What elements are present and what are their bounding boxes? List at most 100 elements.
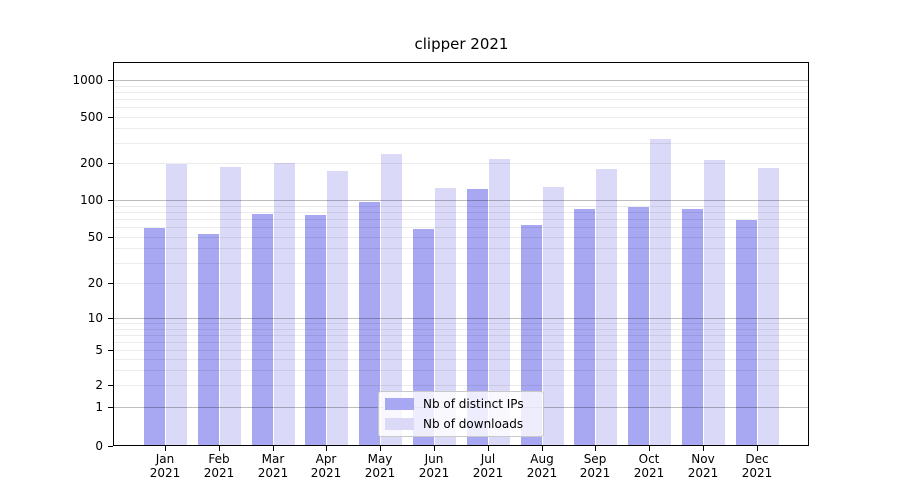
y-gridline-minor	[114, 323, 809, 324]
y-gridline-minor	[114, 86, 809, 87]
bar-downloads	[488, 159, 510, 446]
y-gridline-minor	[114, 219, 809, 220]
x-tick-year: 2021	[418, 466, 450, 480]
x-tick	[595, 446, 596, 451]
bar-distinct-ips	[574, 209, 596, 446]
bar-downloads	[166, 164, 187, 446]
x-tick-month: Sep	[583, 452, 607, 466]
x-tick	[703, 446, 704, 451]
x-tick	[649, 446, 650, 451]
y-tick-label: 200	[80, 156, 103, 170]
y-tick-label: 1000	[72, 73, 103, 87]
bar-downloads	[703, 159, 725, 446]
legend-item-downloads: Nb of downloads	[385, 416, 537, 433]
y-gridline-minor	[114, 117, 809, 118]
y-gridline-major	[114, 200, 809, 201]
x-tick-year: 2021	[364, 466, 396, 480]
x-tick-month: Apr	[315, 452, 337, 466]
bar-downloads	[542, 186, 564, 446]
y-gridline-minor	[114, 227, 809, 228]
bar-distinct-ips	[681, 209, 703, 446]
bar-distinct-ips	[735, 219, 757, 446]
y-tick-label: 2	[95, 378, 103, 392]
y-gridline-minor	[114, 143, 809, 144]
x-tick-year: 2021	[310, 466, 342, 480]
x-tick-year: 2021	[203, 466, 235, 480]
x-tick-month: Aug	[530, 452, 554, 466]
y-gridline-minor	[114, 342, 809, 343]
bar-downloads	[434, 188, 456, 446]
x-tick-month: Jun	[424, 452, 444, 466]
x-tick-year: 2021	[472, 466, 504, 480]
bar-distinct-ips	[628, 207, 650, 446]
y-gridline-minor	[114, 107, 809, 108]
y-tick	[108, 318, 113, 319]
y-tick-label: 20	[87, 276, 103, 290]
x-tick-month: Nov	[691, 452, 715, 466]
bar-distinct-ips	[305, 214, 327, 446]
legend-swatch-downloads	[385, 418, 414, 430]
bar-downloads	[381, 153, 403, 446]
bar-distinct-ips	[359, 202, 381, 446]
x-tick	[326, 446, 327, 451]
legend-swatch-distinct-ips	[385, 398, 414, 410]
y-tick	[108, 80, 113, 81]
y-tick	[108, 407, 113, 408]
y-tick	[108, 350, 113, 351]
x-tick-month: Jan	[155, 452, 175, 466]
legend-label-downloads: Nb of downloads	[423, 417, 524, 431]
x-tick	[488, 446, 489, 451]
y-tick-label: 10	[87, 311, 103, 325]
x-tick-month: May	[367, 452, 393, 466]
y-gridline-minor	[114, 237, 809, 238]
x-tick	[757, 446, 758, 451]
x-tick	[542, 446, 543, 451]
x-tick-year: 2021	[257, 466, 289, 480]
y-gridline-major	[114, 80, 809, 81]
y-tick-label: 100	[80, 193, 103, 207]
y-gridline-minor	[114, 370, 809, 371]
y-tick	[108, 385, 113, 386]
y-gridline-minor	[114, 283, 809, 284]
x-tick-year: 2021	[579, 466, 611, 480]
bar-distinct-ips	[197, 233, 219, 446]
y-gridline-major	[114, 318, 809, 319]
x-tick-year: 2021	[687, 466, 719, 480]
bar-downloads	[596, 168, 618, 446]
y-gridline-minor	[114, 92, 809, 93]
y-gridline-minor	[114, 335, 809, 336]
y-gridline-minor	[114, 359, 809, 360]
bar-downloads	[219, 167, 241, 446]
y-tick	[108, 283, 113, 284]
bar-distinct-ips	[466, 189, 488, 446]
legend: Nb of distinct IPs Nb of downloads	[378, 391, 544, 437]
y-gridline-minor	[114, 206, 809, 207]
x-tick-year: 2021	[149, 466, 181, 480]
x-tick	[219, 446, 220, 451]
y-tick	[108, 117, 113, 118]
y-gridline-minor	[114, 128, 809, 129]
x-tick-year: 2021	[526, 466, 558, 480]
bar-distinct-ips	[520, 225, 542, 446]
y-tick-label: 1	[95, 400, 103, 414]
x-tick-month: Dec	[745, 452, 769, 466]
y-tick-label: 0	[95, 439, 103, 453]
y-gridline-minor	[114, 99, 809, 100]
bar-distinct-ips	[144, 227, 165, 446]
y-gridline-minor	[114, 350, 809, 351]
bar-downloads	[327, 171, 349, 446]
x-tick	[380, 446, 381, 451]
bar-downloads	[650, 139, 672, 446]
y-gridline-minor	[114, 329, 809, 330]
x-tick-month: Jul	[480, 452, 496, 466]
y-tick	[108, 446, 113, 447]
y-gridline-minor	[114, 263, 809, 264]
bar-downloads	[273, 163, 295, 446]
x-tick-month: Oct	[638, 452, 660, 466]
x-tick-year: 2021	[633, 466, 665, 480]
x-tick-year: 2021	[741, 466, 773, 480]
y-gridline-minor	[114, 248, 809, 249]
y-gridline-minor	[114, 163, 809, 164]
y-tick	[108, 200, 113, 201]
